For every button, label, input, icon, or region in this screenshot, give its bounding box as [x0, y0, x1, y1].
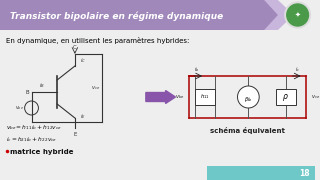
Text: $v_{be}$: $v_{be}$	[175, 93, 184, 101]
Text: $h_{11}$: $h_{11}$	[200, 93, 210, 102]
Text: $\beta i_b$: $\beta i_b$	[244, 94, 252, 103]
Text: 18: 18	[299, 168, 309, 177]
Text: matrice hybride: matrice hybride	[10, 149, 73, 155]
Text: $i_c = h_{21}i_b + h_{22}v_{ce}$: $i_c = h_{21}i_b + h_{22}v_{ce}$	[6, 136, 57, 144]
Text: $v_{be}$: $v_{be}$	[15, 104, 24, 112]
Polygon shape	[236, 0, 294, 30]
Text: C: C	[73, 45, 77, 50]
Circle shape	[237, 86, 259, 108]
Text: En dynamique, en utilisent les paramètres hybrides:: En dynamique, en utilisent les paramètre…	[6, 37, 189, 44]
Text: $i_b$: $i_b$	[195, 65, 200, 74]
FancyArrow shape	[146, 91, 175, 104]
Polygon shape	[207, 166, 316, 180]
Text: B: B	[26, 89, 29, 94]
Text: E: E	[73, 132, 76, 137]
Circle shape	[287, 4, 308, 26]
Text: $i_B$: $i_B$	[39, 81, 45, 90]
Text: ✦: ✦	[295, 12, 300, 18]
Text: $i_c$: $i_c$	[295, 65, 300, 74]
Bar	[195, 89, 215, 105]
Text: $v_{be} = h_{11}i_b + h_{12}v_{ce}$: $v_{be} = h_{11}i_b + h_{12}v_{ce}$	[6, 123, 62, 132]
Text: $\rho$: $\rho$	[283, 91, 289, 102]
Text: Transistor bipolaire en régime dynamique: Transistor bipolaire en régime dynamique	[10, 11, 223, 21]
Bar	[276, 89, 296, 105]
Text: $i_C$: $i_C$	[80, 56, 86, 65]
Text: $v_{ce}$: $v_{ce}$	[91, 84, 100, 92]
Polygon shape	[0, 0, 278, 30]
Text: $i_E$: $i_E$	[80, 112, 86, 121]
Circle shape	[285, 2, 310, 28]
Text: $v_{ce}$: $v_{ce}$	[311, 93, 320, 101]
Text: schéma équivalent: schéma équivalent	[210, 127, 285, 134]
